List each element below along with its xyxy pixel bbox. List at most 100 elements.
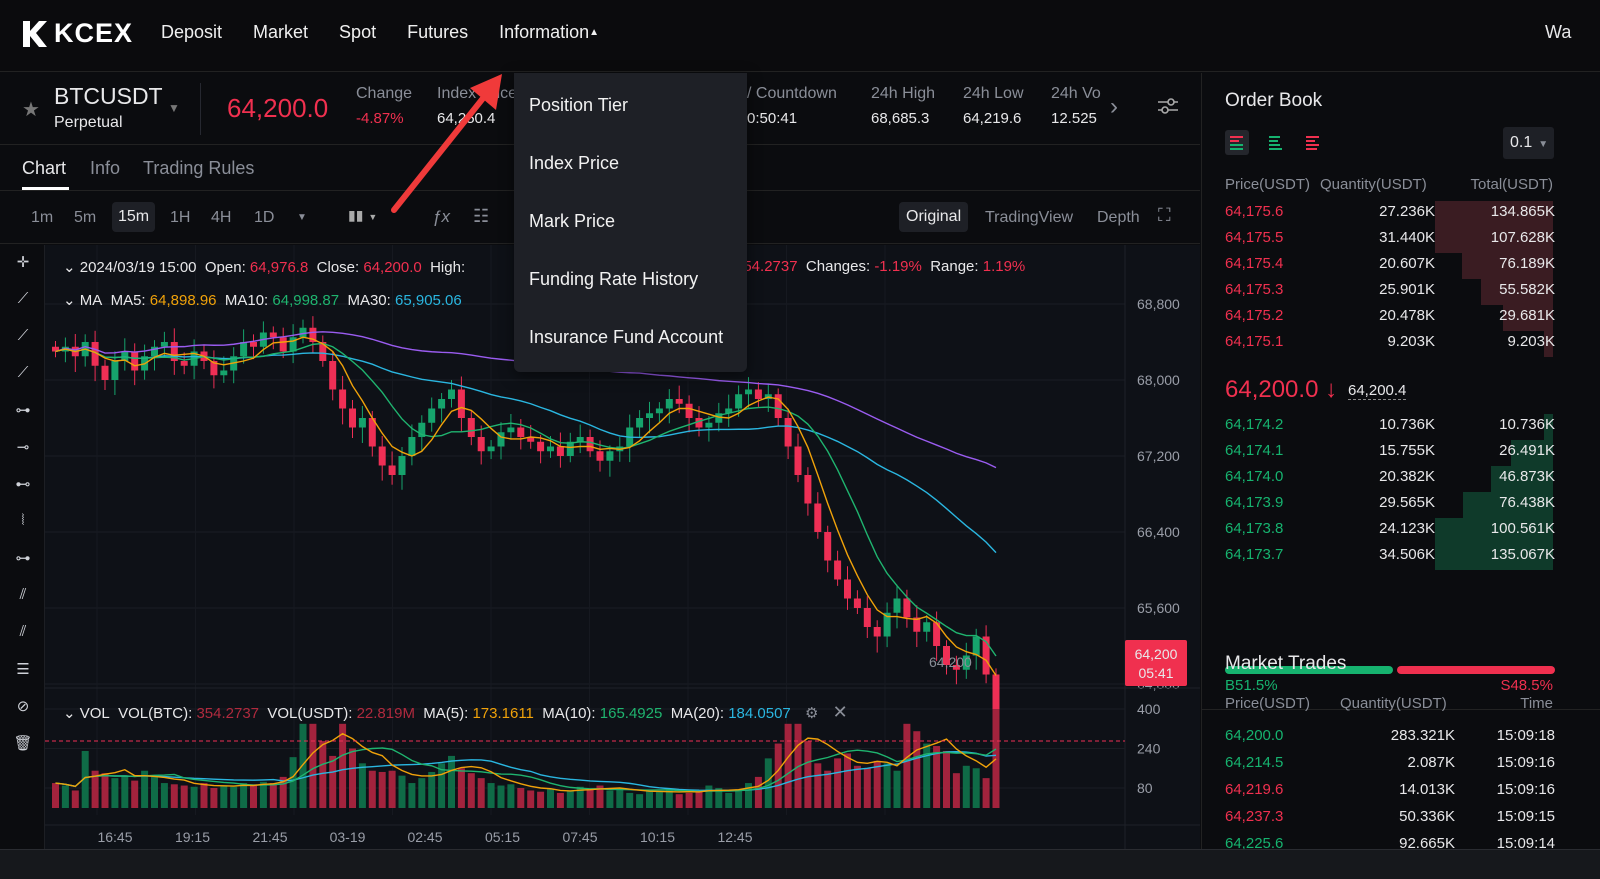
bid-row[interactable]: 64,173.7 34.506K 135.067K	[1225, 546, 1555, 572]
menu-item-index-price[interactable]: Index Price	[529, 153, 620, 173]
bid-row[interactable]: 64,174.2 10.736K 10.736K	[1225, 416, 1555, 442]
ask-row[interactable]: 64,175.3 25.901K 55.582K	[1225, 281, 1555, 307]
nav-spot[interactable]: Spot	[339, 22, 377, 42]
kcex-logo[interactable]: KCEX	[20, 18, 133, 49]
quantity: 20.382K	[1379, 468, 1435, 485]
volume-bar	[715, 788, 723, 808]
price-line-icon[interactable]: ⊶	[15, 550, 31, 567]
favorite-star-icon[interactable]: ★	[22, 99, 40, 121]
view-asks-icon[interactable]	[1301, 130, 1325, 158]
interval-15m[interactable]: 15m	[112, 202, 156, 232]
nav-deposit[interactable]: Deposit	[161, 22, 223, 42]
volume-bar	[71, 790, 79, 808]
candle-body	[160, 342, 168, 347]
candle-body	[873, 627, 881, 637]
depth-bar	[1503, 305, 1553, 331]
nav-information[interactable]: Information▲	[499, 22, 599, 43]
view-both-icon[interactable]	[1225, 130, 1249, 155]
candle-body	[289, 337, 297, 352]
candle-type-icon[interactable]: ▮▮ ▼	[348, 207, 378, 223]
depth-bar	[1544, 331, 1553, 357]
ask-row[interactable]: 64,175.6 27.236K 134.865K	[1225, 203, 1555, 229]
extended-line-icon[interactable]: ⟋	[17, 364, 29, 381]
interval-5m[interactable]: 5m	[74, 209, 97, 226]
chart-canvas[interactable]: 68,80068,00067,20066,40065,60064,8004002…	[45, 245, 1200, 849]
vol-settings-icon[interactable]: ⚙	[804, 705, 819, 722]
ask-row[interactable]: 64,175.4 20.607K 76.189K	[1225, 255, 1555, 281]
ask-row[interactable]: 64,175.5 31.440K 107.628K	[1225, 229, 1555, 255]
candle-body	[893, 598, 901, 613]
more-intervals-dropdown-icon[interactable]: ▼	[297, 212, 307, 223]
volume-bar	[339, 723, 347, 808]
volume-bar	[527, 790, 535, 808]
menu-item-insurance-fund-account[interactable]: Insurance Fund Account	[529, 327, 724, 347]
bid-row[interactable]: 64,173.9 29.565K 76.438K	[1225, 494, 1555, 520]
delete-drawings-icon[interactable]: 🗑	[13, 735, 33, 752]
interval-1h[interactable]: 1H	[170, 209, 191, 226]
nav-market[interactable]: Market	[253, 22, 309, 42]
collapse-chevron-icon[interactable]: ⌄	[63, 292, 76, 309]
menu-item-mark-price[interactable]: Mark Price	[529, 211, 616, 231]
tab-trading-rules[interactable]: Trading Rules	[143, 158, 255, 178]
indicators-fx-icon[interactable]: ƒx	[432, 207, 450, 226]
candle-body	[91, 342, 99, 366]
volume-tick-label: 400	[1137, 701, 1161, 717]
interval-4h[interactable]: 4H	[211, 209, 232, 226]
range-label: Range:	[930, 258, 979, 275]
quantity: 15.755K	[1379, 442, 1435, 459]
bid-row[interactable]: 64,173.8 24.123K 100.561K	[1225, 520, 1555, 546]
view-original[interactable]: Original	[899, 202, 969, 232]
open-label: Open:	[204, 259, 246, 276]
tab-info[interactable]: Info	[90, 158, 121, 178]
trade-quantity: 14.013K	[1399, 781, 1455, 798]
precision-select[interactable]: 0.1 ▼	[1503, 127, 1554, 159]
layout-grid-icon[interactable]: ☷	[473, 206, 490, 226]
horizontal-line-icon[interactable]: ⊶	[15, 402, 31, 419]
horizontal-ray-icon[interactable]: ⊸	[16, 439, 30, 456]
hide-drawings-icon[interactable]: ⊘	[16, 698, 30, 715]
parallel-channel-icon[interactable]: ⫽	[19, 586, 27, 603]
ray-line-icon[interactable]: ⟋	[17, 327, 29, 344]
settings-sliders-icon[interactable]	[1157, 95, 1179, 120]
candle-body	[210, 361, 218, 376]
fullscreen-icon[interactable]: ⛶	[1158, 205, 1171, 225]
view-depth[interactable]: Depth	[1097, 209, 1140, 226]
candle-body	[358, 418, 366, 428]
view-tradingview[interactable]: TradingView	[985, 209, 1074, 226]
symbol-dropdown-icon[interactable]: ▼	[168, 101, 180, 115]
vol-ma5-line	[55, 732, 997, 793]
ob-mark-price[interactable]: 64,200.4	[1348, 382, 1407, 400]
horizontal-segment-icon[interactable]: ⊷	[15, 476, 31, 493]
symbol-name[interactable]: BTCUSDT	[54, 83, 163, 109]
price: 64,174.0	[1225, 468, 1284, 485]
vertical-line-icon[interactable]: ⦚	[21, 512, 25, 529]
fib-retracement-icon[interactable]: ☰	[16, 661, 30, 678]
menu-item-position-tier[interactable]: Position Tier	[529, 95, 629, 115]
price: 64,175.6	[1225, 203, 1284, 220]
collapse-chevron-icon[interactable]: ⌄	[63, 259, 76, 276]
chevron-right-icon[interactable]: ›	[1110, 93, 1118, 120]
bid-row[interactable]: 64,174.0 20.382K 46.873K	[1225, 468, 1555, 494]
candle-body	[754, 389, 762, 399]
down-arrow-icon: ↓	[1325, 376, 1338, 403]
quantity: 9.203K	[1387, 333, 1435, 350]
ask-row[interactable]: 64,175.1 9.203K 9.203K	[1225, 333, 1555, 359]
view-bids-icon[interactable]	[1264, 130, 1288, 158]
nav-futures[interactable]: Futures	[407, 22, 469, 42]
candle-body	[497, 432, 505, 447]
fib-channel-icon[interactable]: ⫽	[19, 623, 27, 640]
candle-countdown: 05:41	[1138, 665, 1174, 681]
interval-1d[interactable]: 1D	[254, 209, 275, 226]
collapse-chevron-icon[interactable]: ⌄	[63, 705, 76, 722]
trend-line-icon[interactable]: ⟋	[17, 290, 29, 307]
tab-chart[interactable]: Chart	[22, 158, 67, 178]
price-chart[interactable]: 68,80068,00067,20066,40065,60064,8004002…	[45, 245, 1200, 849]
menu-item-funding-rate-history[interactable]: Funding Rate History	[529, 269, 699, 289]
bid-row[interactable]: 64,174.1 15.755K 26.491K	[1225, 442, 1555, 468]
sell-ratio-bar	[1397, 666, 1555, 674]
crosshair-icon[interactable]: ✛	[16, 254, 30, 271]
vol-close-icon[interactable]: ✕	[832, 702, 848, 722]
nav-wallet-partial[interactable]: Wa	[1545, 22, 1572, 42]
ask-row[interactable]: 64,175.2 20.478K 29.681K	[1225, 307, 1555, 333]
interval-1m[interactable]: 1m	[31, 209, 54, 226]
